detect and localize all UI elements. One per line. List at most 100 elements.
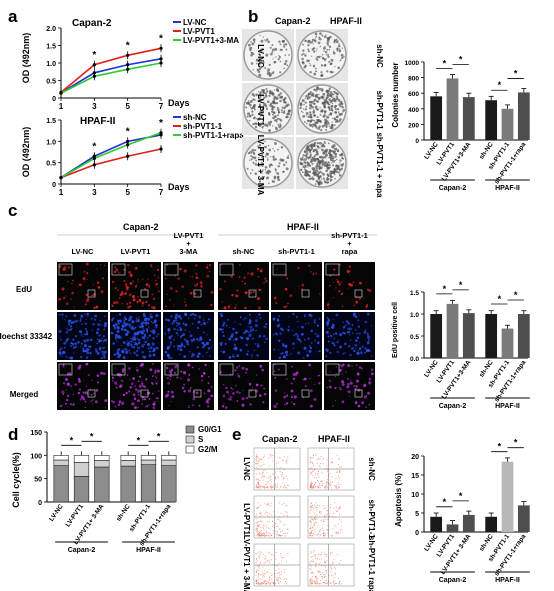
cell-dot — [354, 401, 358, 405]
category-label: sh-NC — [478, 359, 495, 379]
cell-dot — [326, 349, 329, 353]
event-dot — [310, 524, 312, 526]
event-dot — [275, 569, 277, 572]
cell-dot — [274, 389, 278, 392]
event-dot — [266, 511, 268, 513]
colony — [313, 173, 316, 177]
cell-dot — [59, 348, 62, 351]
cell-dot — [70, 298, 72, 300]
cell-dot — [173, 345, 176, 348]
colony — [328, 48, 331, 51]
event-dot — [279, 576, 281, 578]
cell-dot — [62, 382, 66, 385]
cell-dot — [169, 287, 173, 290]
event-dot — [267, 476, 270, 478]
zoom-region-box — [193, 289, 202, 298]
colony — [257, 117, 260, 120]
event-dot — [256, 565, 258, 567]
colony — [317, 177, 321, 181]
colony — [271, 51, 274, 54]
event-dot — [328, 580, 330, 582]
colony — [334, 177, 336, 180]
colony — [246, 167, 249, 170]
cell-dot — [208, 319, 210, 321]
event-dot — [268, 521, 270, 523]
colony — [315, 90, 317, 93]
cell-dot — [66, 382, 70, 386]
cell-dot — [84, 342, 86, 344]
event-dot — [286, 459, 288, 461]
event-dot — [262, 574, 264, 576]
event-dot — [312, 487, 314, 489]
panel-e-flow-plots — [253, 447, 355, 587]
colony — [311, 105, 314, 109]
colony — [253, 95, 255, 98]
colony — [333, 40, 335, 43]
cell-dot — [169, 372, 173, 375]
cell-dot — [113, 301, 116, 305]
cell-dot — [200, 338, 203, 341]
colony — [250, 46, 253, 49]
bar — [501, 328, 514, 358]
event-dot — [256, 481, 258, 483]
colony — [319, 87, 322, 90]
cell-dot — [152, 402, 156, 406]
cell-dot — [368, 377, 372, 381]
colony — [262, 94, 265, 97]
event-dot — [309, 460, 311, 462]
event-dot — [274, 577, 276, 579]
cell-dot — [288, 354, 290, 356]
cell-dot — [115, 300, 119, 304]
event-dot — [255, 457, 257, 459]
zoom-region-box — [193, 389, 202, 398]
cell-dot — [327, 320, 330, 322]
cell-dot — [318, 341, 320, 343]
colony — [277, 95, 279, 97]
cell-dot — [344, 324, 347, 327]
cell-dot — [183, 383, 186, 386]
cell-dot — [197, 353, 200, 355]
cell-dot — [138, 384, 142, 388]
event-dot — [311, 560, 313, 562]
cell-dot — [339, 388, 342, 391]
event-dot — [255, 479, 257, 481]
colony — [262, 108, 265, 111]
event-dot — [316, 477, 318, 479]
cell-dot — [286, 378, 288, 380]
cell-dot — [119, 384, 123, 388]
event-dot — [324, 485, 326, 487]
colony — [309, 143, 313, 147]
colony — [338, 48, 341, 50]
panel-b-row-sh-pvt1-1-rapa: sh-PVT1-1 + rapa — [375, 132, 384, 198]
event-dot — [287, 478, 289, 480]
cell-dot — [58, 337, 61, 339]
event-dot — [323, 519, 325, 521]
event-dot — [325, 579, 328, 581]
event-dot — [258, 574, 260, 576]
cell-dot — [111, 319, 114, 322]
inset-box — [272, 263, 287, 276]
cell-dot — [62, 296, 66, 300]
cell-dot — [164, 332, 167, 335]
event-dot — [322, 532, 324, 534]
event-dot — [336, 468, 338, 470]
colony — [317, 145, 320, 148]
group-label-hpaf2: HPAF-II — [136, 547, 161, 554]
event-dot — [277, 535, 279, 537]
cell-dot — [290, 389, 294, 393]
cell-dot — [166, 263, 169, 266]
cell-dot — [145, 317, 147, 319]
colony — [338, 103, 342, 107]
colony — [326, 121, 330, 125]
event-dot — [309, 561, 311, 563]
cell-dot — [246, 337, 250, 341]
event-dot — [309, 471, 311, 473]
bar — [462, 97, 475, 140]
event-dot — [316, 580, 319, 583]
colony — [280, 109, 283, 112]
event-dot — [261, 574, 263, 576]
bar — [430, 516, 443, 532]
event-dot — [257, 464, 259, 466]
cell-dot — [328, 385, 332, 389]
colony — [329, 94, 331, 97]
